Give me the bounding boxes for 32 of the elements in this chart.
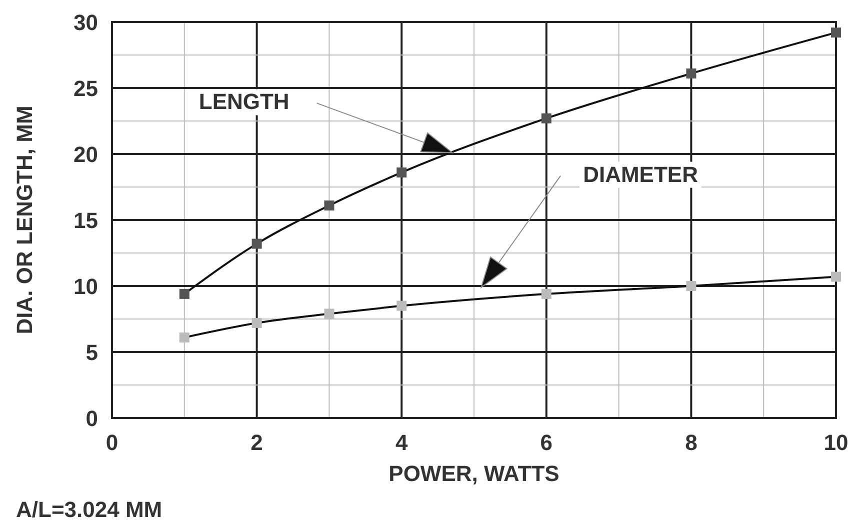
point bbox=[179, 288, 190, 299]
y-axis-title: DIA. OR LENGTH, MM bbox=[12, 106, 37, 334]
x-tick-label: 4 bbox=[395, 430, 408, 455]
point bbox=[831, 28, 841, 38]
y-tick-label: 10 bbox=[74, 274, 98, 299]
text: A/L=3.024 MM bbox=[16, 497, 162, 522]
point bbox=[686, 68, 696, 78]
annotation: DIAMETER bbox=[583, 162, 698, 187]
x-tick-label: 2 bbox=[250, 430, 263, 455]
point bbox=[831, 272, 841, 282]
point bbox=[252, 238, 262, 249]
point bbox=[179, 332, 190, 342]
y-tick-label: 30 bbox=[74, 10, 98, 35]
x-tick-label: 8 bbox=[685, 430, 698, 455]
y-tick-label: 5 bbox=[86, 340, 98, 365]
y-tick-label: 25 bbox=[74, 76, 98, 101]
point bbox=[541, 113, 552, 124]
point bbox=[686, 281, 696, 291]
y-tick-label: 15 bbox=[74, 208, 98, 233]
point bbox=[396, 167, 407, 178]
point bbox=[324, 200, 334, 210]
x-tick-label: 6 bbox=[540, 430, 553, 455]
y-tick-label: 0 bbox=[86, 406, 98, 431]
annotation: LENGTH bbox=[198, 89, 290, 114]
point bbox=[396, 300, 407, 311]
x-tick-label: 10 bbox=[824, 430, 848, 455]
y-tick-label: 20 bbox=[74, 142, 98, 167]
point bbox=[252, 318, 262, 328]
point bbox=[324, 308, 334, 319]
point bbox=[541, 288, 552, 299]
x-axis-title: POWER, WATTS bbox=[388, 461, 560, 486]
x-tick-label: 0 bbox=[106, 430, 118, 455]
